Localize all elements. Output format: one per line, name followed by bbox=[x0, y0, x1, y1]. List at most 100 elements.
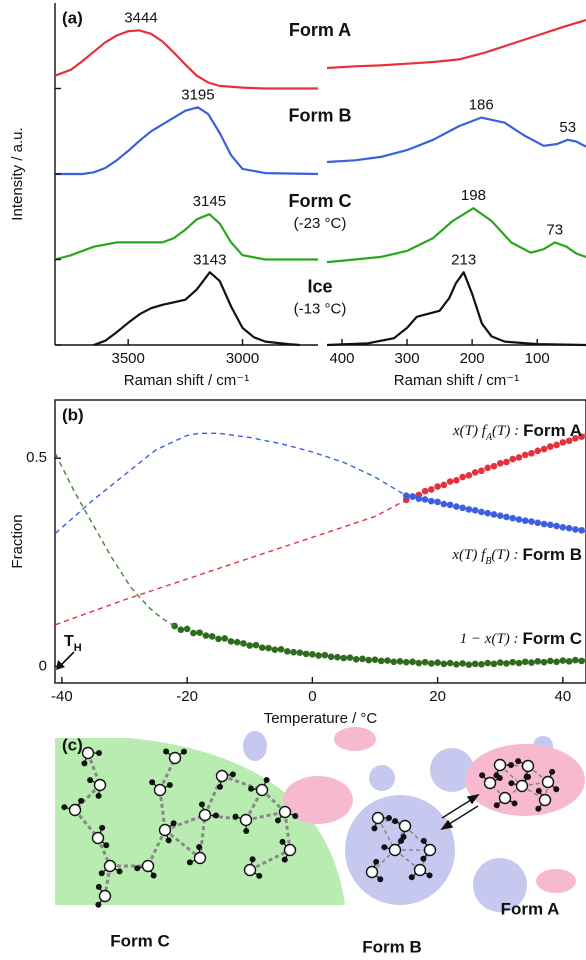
hydrogen bbox=[249, 856, 256, 863]
x-tick-label: 40 bbox=[554, 688, 571, 705]
data-point bbox=[515, 454, 523, 461]
data-point bbox=[252, 641, 260, 649]
oxygen bbox=[423, 843, 437, 857]
oxygen bbox=[541, 775, 555, 789]
oxygen bbox=[413, 863, 427, 877]
hydrogen bbox=[263, 777, 270, 784]
data-point bbox=[409, 493, 416, 500]
data-point bbox=[446, 659, 454, 667]
series-note: (-23 °C) bbox=[294, 215, 347, 232]
blob bbox=[334, 727, 376, 751]
data-point bbox=[190, 629, 197, 637]
hydrogen bbox=[493, 802, 500, 809]
blob bbox=[369, 765, 395, 791]
hydrogen bbox=[525, 773, 532, 780]
spectrum-line bbox=[54, 213, 318, 261]
data-point bbox=[215, 635, 222, 643]
arrow bbox=[441, 797, 475, 819]
hydrogen bbox=[95, 901, 102, 908]
hydrogen bbox=[377, 876, 384, 883]
peak-label: 3195 bbox=[181, 86, 214, 103]
data-point bbox=[572, 656, 579, 664]
hydrogen-bond bbox=[371, 849, 396, 873]
data-point bbox=[515, 659, 523, 667]
oxygen bbox=[158, 823, 172, 837]
oxygen bbox=[538, 793, 552, 807]
data-point bbox=[547, 443, 554, 450]
hydrogen-bond bbox=[96, 837, 112, 867]
peak-label: 3145 bbox=[193, 193, 226, 210]
hydrogen bbox=[134, 865, 141, 872]
x-tick-label: 3500 bbox=[111, 350, 144, 367]
data-point bbox=[246, 642, 254, 649]
hydrogen bbox=[420, 855, 427, 862]
series-name: Form A bbox=[523, 421, 582, 440]
hydrogen bbox=[535, 787, 542, 794]
form-a-region bbox=[465, 744, 585, 816]
data-point bbox=[478, 467, 485, 475]
oxygen bbox=[93, 778, 107, 792]
oxygen bbox=[239, 813, 253, 827]
oxygen bbox=[98, 889, 112, 903]
data-point bbox=[478, 508, 485, 516]
peak-label: 3143 bbox=[193, 251, 226, 268]
oxygen bbox=[493, 758, 507, 772]
data-point bbox=[421, 487, 429, 495]
data-point bbox=[484, 659, 491, 667]
hydrogen bbox=[511, 800, 518, 807]
x-axis-label: Raman shift / cm⁻¹ bbox=[124, 372, 249, 389]
data-point bbox=[352, 655, 360, 663]
oxygen bbox=[68, 803, 82, 817]
data-point bbox=[534, 519, 542, 527]
series-name: Form B bbox=[523, 545, 583, 564]
hydrogen bbox=[103, 842, 110, 849]
hydrogen-bond bbox=[221, 774, 263, 792]
hydrogen bbox=[229, 771, 236, 778]
hydrogen bbox=[292, 812, 299, 819]
hydrogen bbox=[373, 858, 380, 865]
series-name: Form B bbox=[289, 105, 352, 125]
data-point bbox=[453, 477, 460, 484]
data-point bbox=[490, 462, 498, 470]
blob bbox=[536, 869, 576, 893]
oxygen bbox=[365, 865, 379, 879]
data-point bbox=[177, 626, 185, 634]
data-point bbox=[183, 625, 191, 633]
data-point bbox=[402, 658, 410, 666]
data-point bbox=[515, 516, 523, 523]
formula: x(T) f bbox=[451, 547, 487, 563]
hydrogen-bond bbox=[203, 775, 224, 816]
hydrogen bbox=[279, 838, 286, 845]
data-point bbox=[490, 660, 498, 668]
x-axis-label: Temperature / °C bbox=[264, 710, 378, 727]
data-point bbox=[390, 658, 398, 666]
form-label: Form B bbox=[362, 937, 422, 956]
fit-line bbox=[54, 453, 175, 627]
data-point bbox=[565, 524, 573, 532]
data-point bbox=[578, 433, 585, 440]
data-point bbox=[465, 506, 473, 513]
panel-label: (b) bbox=[62, 405, 84, 424]
data-point bbox=[409, 658, 416, 666]
data-point bbox=[227, 638, 235, 645]
data-point bbox=[572, 526, 579, 533]
data-point bbox=[496, 659, 504, 666]
hydrogen-bond bbox=[103, 865, 112, 897]
hydrogen bbox=[116, 868, 123, 875]
oxygen bbox=[91, 831, 105, 845]
oxygen bbox=[168, 751, 182, 765]
data-point bbox=[396, 658, 404, 665]
hydrogen bbox=[61, 804, 68, 811]
data-point bbox=[271, 646, 279, 654]
blob bbox=[430, 748, 474, 792]
data-point bbox=[359, 655, 366, 663]
peak-label: 73 bbox=[546, 221, 563, 238]
oxygen bbox=[483, 776, 497, 790]
hydrogen bbox=[426, 872, 433, 879]
oxygen bbox=[283, 843, 297, 857]
data-point bbox=[565, 437, 573, 445]
data-point bbox=[315, 652, 322, 659]
hydrogen bbox=[381, 844, 388, 851]
hydrogen bbox=[170, 820, 177, 827]
marker-label: TH bbox=[64, 633, 82, 654]
